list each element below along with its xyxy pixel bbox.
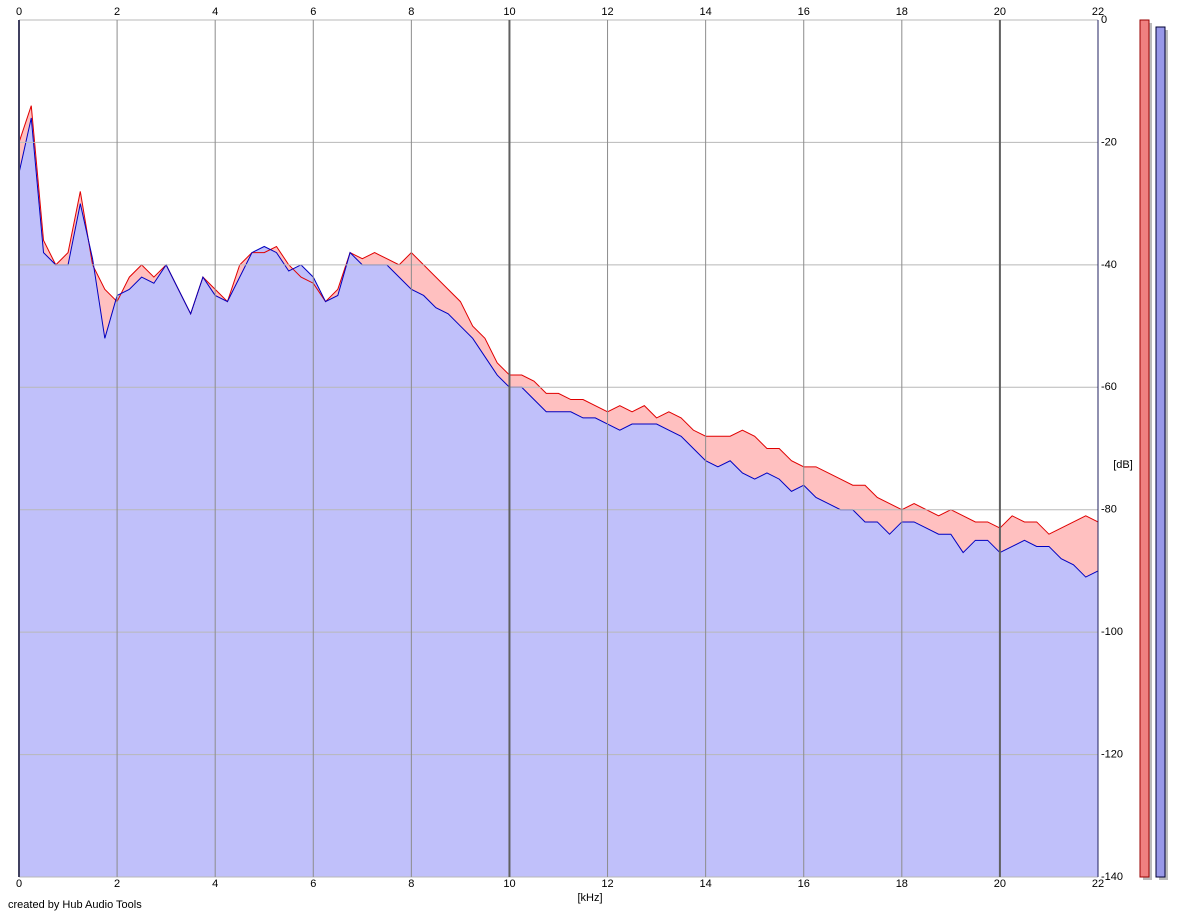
x-tick-label: 0 [16, 878, 22, 890]
x-tick-label: 2 [114, 6, 120, 18]
y-tick-label: 0 [1101, 14, 1107, 26]
plot [18, 19, 1099, 878]
x-tick-label: 0 [16, 6, 22, 18]
y-axis-label: [dB] [1113, 459, 1133, 471]
x-tick-label: 10 [503, 878, 515, 890]
y-tick-label: -140 [1101, 871, 1123, 883]
spectrum-line [18, 117, 1099, 578]
x-tick-label: 8 [408, 6, 414, 18]
x-tick-label: 6 [310, 6, 316, 18]
x-tick-label: 4 [212, 6, 218, 18]
x-tick-label: 16 [798, 878, 810, 890]
x-tick-label: 4 [212, 878, 218, 890]
x-tick-label: 22 [1092, 6, 1104, 18]
x-tick-label: 20 [994, 6, 1006, 18]
x-tick-label: 22 [1092, 878, 1104, 890]
x-tick-label: 10 [503, 6, 515, 18]
x-tick-label: 6 [310, 878, 316, 890]
x-tick-label: 12 [601, 6, 613, 18]
y-tick-label: -120 [1101, 748, 1123, 760]
x-tick-label: 14 [700, 878, 712, 890]
x-axis-label: [kHz] [577, 892, 602, 904]
y-tick-label: -60 [1101, 381, 1117, 393]
x-tick-label: 20 [994, 878, 1006, 890]
x-tick-label: 12 [601, 878, 613, 890]
meter-right [1155, 26, 1166, 878]
y-tick-label: -100 [1101, 626, 1123, 638]
x-tick-label: 8 [408, 878, 414, 890]
y-tick-label: -20 [1101, 136, 1117, 148]
x-tick-label: 18 [896, 6, 908, 18]
meter-left [1139, 19, 1150, 878]
x-tick-label: 18 [896, 878, 908, 890]
area-fill [19, 117, 1098, 877]
footer: created by Hub Audio Tools [8, 899, 142, 911]
y-tick-label: -80 [1101, 504, 1117, 516]
x-tick-label: 16 [798, 6, 810, 18]
x-tick-label: 14 [700, 6, 712, 18]
y-tick-label: -40 [1101, 259, 1117, 271]
x-tick-label: 2 [114, 878, 120, 890]
